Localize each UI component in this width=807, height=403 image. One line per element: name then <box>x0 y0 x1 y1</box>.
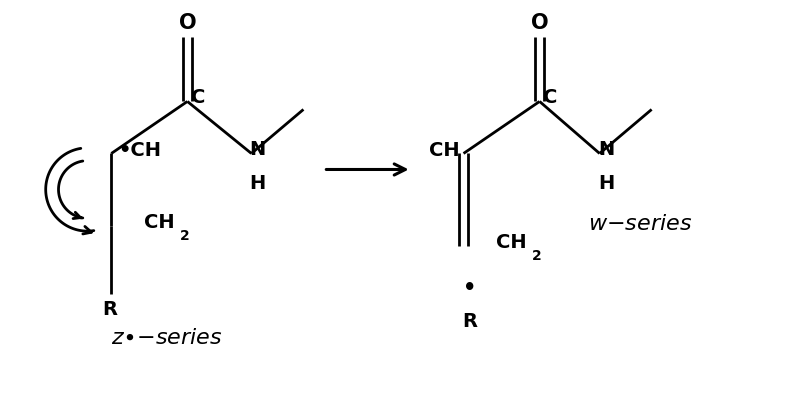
Text: CH: CH <box>496 233 527 252</box>
Text: N: N <box>249 140 266 159</box>
Text: H: H <box>598 174 614 193</box>
Text: •CH: •CH <box>118 141 161 160</box>
Text: C: C <box>543 88 557 107</box>
Text: O: O <box>178 13 196 33</box>
Text: N: N <box>598 140 614 159</box>
Text: R: R <box>102 300 117 319</box>
Text: $z{\bullet}$$\mathit{-series}$: $z{\bullet}$$\mathit{-series}$ <box>111 328 223 348</box>
Text: R: R <box>462 312 478 331</box>
Text: CH: CH <box>429 141 459 160</box>
Text: 2: 2 <box>532 249 541 263</box>
Text: CH: CH <box>144 213 175 232</box>
Text: O: O <box>531 13 549 33</box>
Text: C: C <box>190 88 205 107</box>
Text: 2: 2 <box>179 229 189 243</box>
Text: H: H <box>249 174 266 193</box>
Text: $w\mathit{-series}$: $w\mathit{-series}$ <box>587 214 692 233</box>
Text: •: • <box>463 278 477 298</box>
